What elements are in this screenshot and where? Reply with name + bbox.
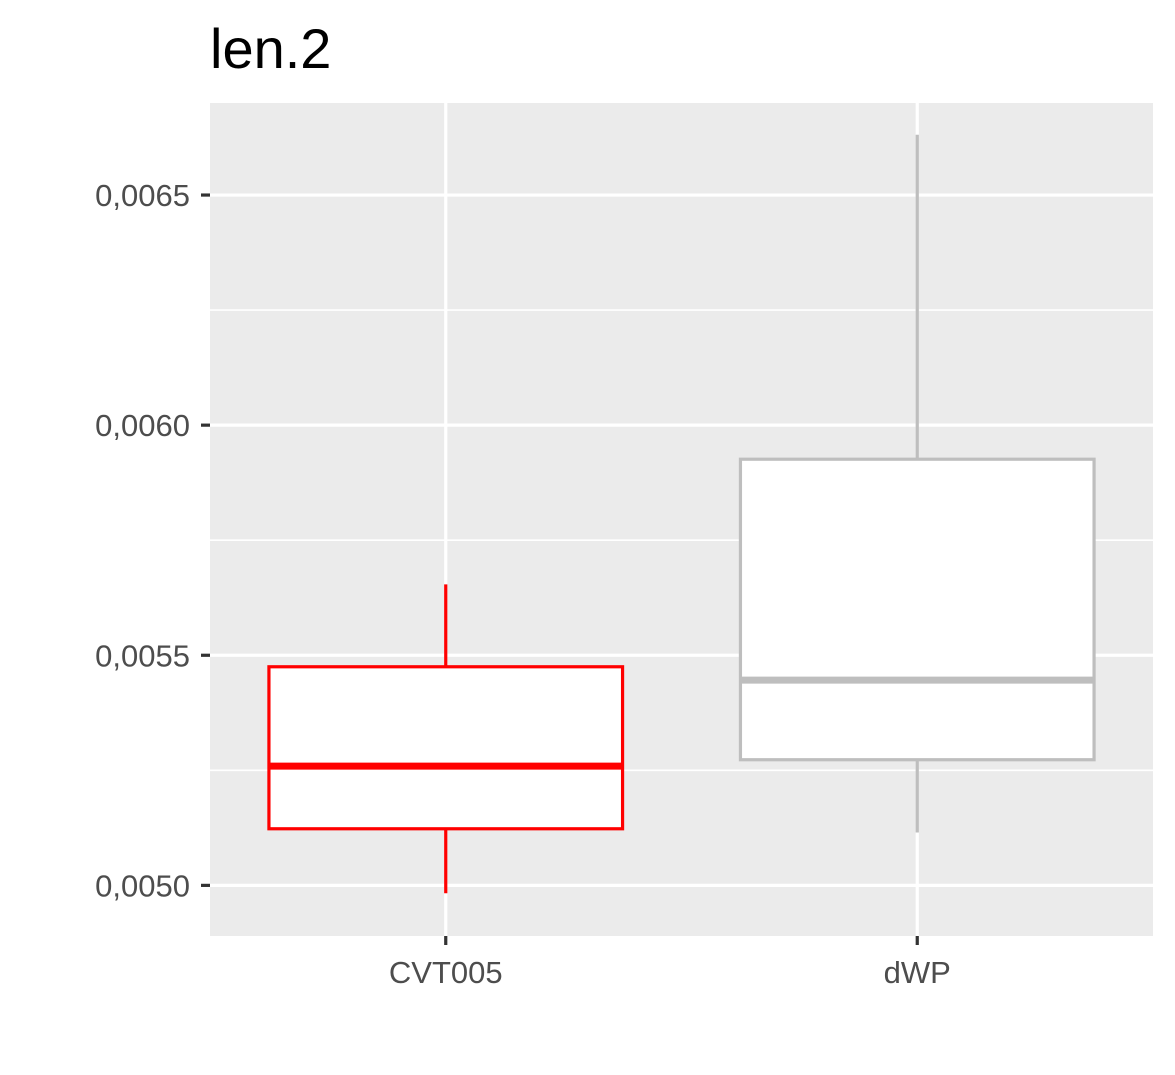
box-dwp — [738, 134, 1096, 833]
chart-title: len.2 — [210, 17, 331, 80]
y-tick-label: 0,0050 — [95, 868, 190, 903]
iqr-box — [267, 665, 625, 831]
y-tick-label: 0,0055 — [95, 638, 190, 673]
x-axis: CVT005 dWP — [389, 936, 951, 990]
x-tick-label: CVT005 — [389, 955, 503, 990]
box-cvt005 — [267, 584, 625, 894]
x-tick-label: dWP — [884, 955, 951, 990]
y-axis: 0,0050 0,0055 0,0060 0,0065 — [95, 178, 210, 903]
y-tick-label: 0,0065 — [95, 178, 190, 213]
iqr-box — [738, 457, 1096, 762]
y-tick-label: 0,0060 — [95, 408, 190, 443]
boxplot-series — [267, 134, 1096, 894]
